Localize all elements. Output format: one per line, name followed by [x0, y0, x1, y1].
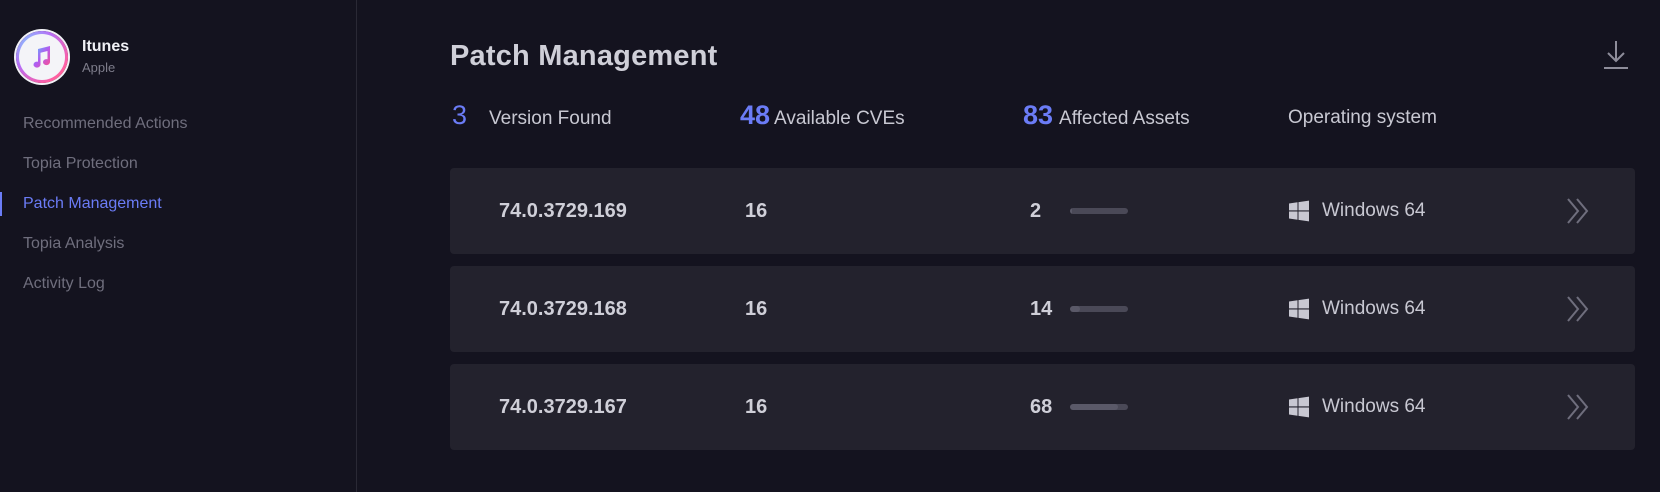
double-chevron-right-icon[interactable]: [1565, 294, 1591, 324]
sidebar: Itunes Apple Recommended Actions Topia P…: [0, 0, 357, 492]
version-row[interactable]: 74.0.3729.169 16 2 Windows 64: [450, 168, 1635, 254]
assets-progress-fill: [1070, 404, 1118, 410]
assets-cell: 2: [1030, 168, 1128, 254]
assets-count-cell: 68: [1030, 395, 1053, 418]
double-chevron-right-icon[interactable]: [1565, 196, 1591, 226]
sidebar-item-activity-log[interactable]: Activity Log: [23, 275, 105, 292]
windows-icon: [1289, 298, 1309, 320]
windows-icon: [1289, 200, 1309, 222]
cves-count-cell: 16: [745, 200, 768, 222]
versions-count: 3: [452, 100, 468, 130]
cves-label: Available CVEs: [774, 108, 905, 129]
download-icon: [1604, 41, 1628, 69]
os-name: Windows 64: [1322, 396, 1426, 417]
assets-cell: 68: [1030, 364, 1128, 450]
music-note-icon: [19, 34, 65, 80]
double-chevron-right-icon[interactable]: [1565, 392, 1591, 422]
assets-count-cell: 2: [1030, 199, 1042, 222]
assets-progress-bar: [1070, 404, 1128, 410]
os-cell: Windows 64: [1288, 364, 1426, 450]
versions-label: Version Found: [489, 108, 612, 129]
app-avatar: [16, 31, 68, 83]
assets-count-cell: 14: [1030, 297, 1053, 320]
version-number: 74.0.3729.168: [499, 298, 627, 320]
app-name: Itunes: [82, 38, 130, 55]
version-row[interactable]: 74.0.3729.168 16 14 Windows 64: [450, 266, 1635, 352]
sidebar-item-recommended-actions[interactable]: Recommended Actions: [23, 115, 188, 132]
page-title: Patch Management: [450, 40, 718, 72]
summary-os: Operating system: [1288, 107, 1437, 129]
download-button[interactable]: [1601, 38, 1631, 72]
os-cell: Windows 64: [1288, 168, 1426, 254]
app-vendor: Apple: [82, 60, 116, 75]
version-number: 74.0.3729.169: [499, 200, 627, 222]
cves-count: 48: [740, 100, 771, 130]
sidebar-item-topia-protection[interactable]: Topia Protection: [23, 155, 138, 172]
summary-bar: 3 Version Found 48 Available CVEs 83 Aff…: [450, 100, 1635, 140]
assets-progress-fill: [1070, 208, 1072, 214]
os-cell: Windows 64: [1288, 266, 1426, 352]
summary-versions: 3 Version Found: [452, 100, 612, 131]
app-header: Itunes Apple: [16, 31, 129, 83]
windows-icon: [1289, 396, 1309, 418]
cves-count-cell: 16: [745, 298, 768, 320]
os-name: Windows 64: [1322, 298, 1426, 319]
cves-count-cell: 16: [745, 396, 768, 418]
sidebar-item-patch-management[interactable]: Patch Management: [0, 184, 357, 224]
main-content: Patch Management 3 Version Found 48 Avai…: [450, 0, 1635, 492]
versions-list: 74.0.3729.169 16 2 Windows 64: [450, 168, 1635, 462]
summary-assets: 83 Affected Assets: [1023, 100, 1190, 131]
assets-progress-bar: [1070, 306, 1128, 312]
version-number: 74.0.3729.167: [499, 396, 627, 418]
assets-progress-bar: [1070, 208, 1128, 214]
assets-cell: 14: [1030, 266, 1128, 352]
assets-progress-fill: [1070, 306, 1080, 312]
os-name: Windows 64: [1322, 200, 1426, 221]
assets-label: Affected Assets: [1059, 108, 1190, 129]
sidebar-nav: Recommended Actions Topia Protection Pat…: [0, 104, 357, 304]
summary-cves: 48 Available CVEs: [740, 100, 905, 131]
assets-count: 83: [1023, 100, 1054, 130]
sidebar-item-topia-analysis[interactable]: Topia Analysis: [23, 235, 125, 252]
version-row[interactable]: 74.0.3729.167 16 68 Windows 64: [450, 364, 1635, 450]
os-column-label: Operating system: [1288, 107, 1437, 128]
